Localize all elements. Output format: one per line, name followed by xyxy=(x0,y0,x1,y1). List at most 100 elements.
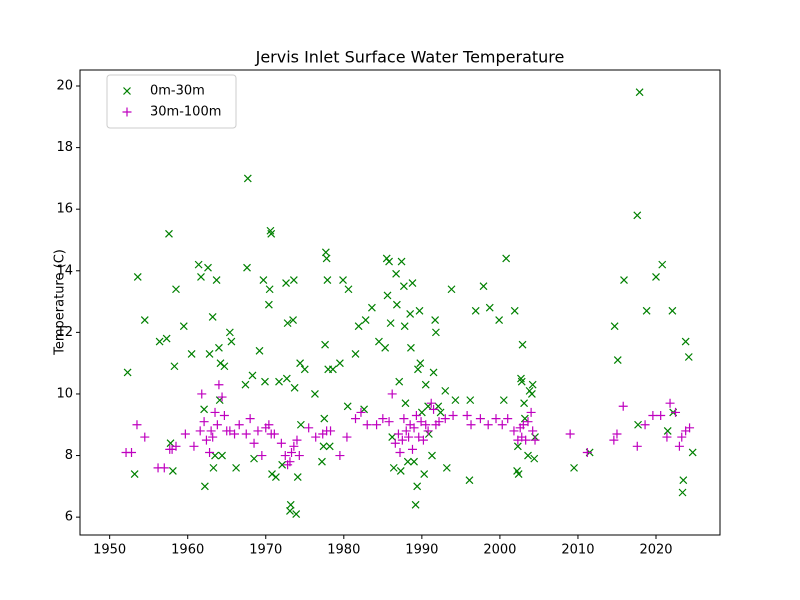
x-tick-label: 1950 xyxy=(93,543,126,558)
y-axis-label: Temperature (C) xyxy=(53,249,68,356)
point xyxy=(381,343,390,352)
point xyxy=(485,303,494,312)
point xyxy=(407,444,417,454)
y-tick-label: 10 xyxy=(56,386,73,401)
point xyxy=(634,420,642,429)
point xyxy=(612,429,622,439)
point xyxy=(421,420,431,430)
point xyxy=(570,463,578,472)
point xyxy=(451,396,460,405)
point xyxy=(208,432,218,442)
point xyxy=(685,423,695,433)
point xyxy=(528,426,538,436)
point xyxy=(431,328,440,337)
point xyxy=(383,291,392,300)
point xyxy=(265,285,274,294)
point xyxy=(613,356,622,365)
point xyxy=(526,407,536,417)
point xyxy=(127,447,137,457)
point xyxy=(159,463,169,473)
point xyxy=(415,306,424,315)
point xyxy=(378,414,388,424)
point xyxy=(517,377,526,386)
point xyxy=(520,399,529,408)
point xyxy=(292,510,301,518)
point xyxy=(523,417,533,427)
y-tick-label: 16 xyxy=(56,202,73,217)
point xyxy=(431,316,440,324)
point xyxy=(483,420,493,430)
point xyxy=(609,435,619,445)
point xyxy=(658,260,667,269)
point xyxy=(407,343,415,352)
point xyxy=(416,359,425,368)
point xyxy=(424,402,433,411)
point xyxy=(399,282,408,291)
point xyxy=(665,398,675,408)
point xyxy=(521,435,531,445)
point xyxy=(499,396,508,405)
point xyxy=(679,476,688,485)
point xyxy=(339,276,347,284)
point xyxy=(171,441,181,451)
point xyxy=(155,337,164,346)
legend-label: 30m-100m xyxy=(150,105,221,120)
point xyxy=(668,306,677,315)
point xyxy=(344,285,353,294)
point xyxy=(205,350,214,358)
point xyxy=(479,282,488,291)
point xyxy=(289,316,297,324)
point xyxy=(276,438,286,448)
point xyxy=(362,420,372,430)
point xyxy=(206,426,216,436)
point xyxy=(319,442,328,451)
point xyxy=(401,426,411,436)
point xyxy=(197,389,207,399)
point xyxy=(399,414,409,424)
point xyxy=(640,420,650,430)
point xyxy=(287,447,297,457)
point xyxy=(409,423,419,433)
point xyxy=(162,334,171,343)
point xyxy=(195,426,205,436)
point xyxy=(389,463,398,472)
x-tick-label: 1990 xyxy=(405,543,438,558)
point xyxy=(342,432,352,442)
point xyxy=(497,420,507,430)
y-tick-label: 8 xyxy=(65,448,73,463)
point xyxy=(210,407,220,417)
point xyxy=(395,377,404,386)
point xyxy=(271,473,280,482)
point xyxy=(400,322,409,331)
point xyxy=(652,273,660,281)
point xyxy=(385,257,393,266)
point xyxy=(261,377,269,386)
point xyxy=(250,454,258,463)
point xyxy=(429,368,438,377)
point xyxy=(166,439,175,448)
legend-marker xyxy=(122,107,132,117)
point xyxy=(172,285,180,294)
point xyxy=(466,396,475,405)
point xyxy=(130,470,139,478)
point xyxy=(397,257,406,266)
point xyxy=(214,380,224,390)
point xyxy=(509,426,519,436)
point xyxy=(320,414,329,423)
point xyxy=(684,353,693,361)
point xyxy=(225,426,235,436)
point xyxy=(408,279,417,288)
point xyxy=(259,276,268,284)
point xyxy=(386,319,395,328)
point xyxy=(429,404,439,414)
plot-frame xyxy=(79,69,721,536)
point xyxy=(286,507,294,515)
point xyxy=(662,432,672,442)
point xyxy=(518,340,527,349)
point xyxy=(285,457,295,467)
point xyxy=(404,432,414,442)
point xyxy=(466,420,476,430)
x-tick-label: 2020 xyxy=(639,543,672,558)
point xyxy=(663,426,672,435)
